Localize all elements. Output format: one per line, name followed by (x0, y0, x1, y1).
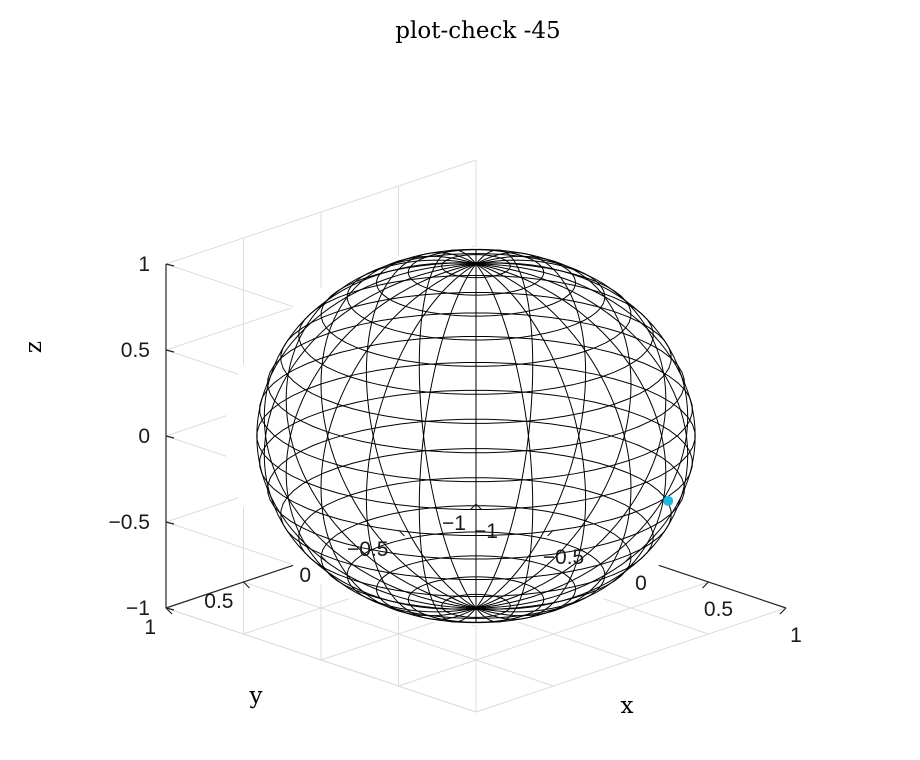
sphere-meridian (320, 263, 477, 617)
sphere-meridian (475, 259, 667, 609)
x-tick-mark (547, 529, 554, 537)
sphere-meridian (475, 263, 696, 609)
x-tick-label: 1 (790, 624, 802, 647)
sphere-meridian (475, 255, 632, 609)
y-tick-label: −1 (442, 512, 466, 535)
y-tick-label: −0.5 (347, 538, 388, 561)
data-point-marker (663, 495, 674, 506)
z-axis-label: z (21, 341, 47, 353)
x-tick-mark (779, 607, 787, 615)
sphere-meridian (418, 249, 477, 609)
sphere-meridian (263, 263, 477, 610)
sphere-meridian (285, 263, 477, 613)
y-tick-label: 0.5 (204, 590, 233, 613)
x-tick-mark (469, 503, 477, 511)
grid-line-floor-y (243, 581, 554, 687)
tick-layer: −1−0.500.51−1−0.500.51−1−0.500.51 (109, 253, 802, 647)
grid-line-back-wall-z (165, 607, 477, 713)
sphere-meridian (256, 263, 477, 609)
sphere-mesh (225, 247, 727, 625)
y-tick-mark (165, 607, 173, 615)
y-axis-label: y (249, 683, 263, 709)
x-tick-label: 0 (635, 572, 647, 595)
y-tick-label: 1 (144, 616, 156, 639)
x-tick-mark (702, 581, 709, 589)
x-tick-mark (624, 555, 632, 563)
sphere-meridian (475, 262, 689, 609)
z-tick-label: 0 (138, 425, 150, 448)
sphere-meridian (418, 263, 477, 623)
z-tick-label: −1 (126, 597, 150, 620)
sphere-meridian (475, 252, 587, 609)
y-tick-mark (320, 555, 328, 563)
x-tick-label: −1 (474, 520, 498, 543)
chart-title: plot-check -45 (395, 18, 560, 44)
z-tick-mark (165, 263, 175, 267)
sphere-meridian (475, 249, 534, 609)
y-tick-mark (243, 581, 250, 589)
y-tick-label: 0 (299, 564, 311, 587)
y-tick-mark (398, 529, 405, 537)
sphere-meridian (475, 263, 632, 617)
sphere-meridian (263, 262, 477, 609)
x-tick-label: −0.5 (543, 546, 584, 569)
grid-line-left-wall-z (165, 159, 477, 265)
z-tick-label: 0.5 (121, 339, 150, 362)
z-tick-mark (165, 607, 175, 611)
sphere-meridian (475, 263, 534, 623)
x-axis-label: x (621, 693, 634, 719)
y-tick-mark (475, 503, 483, 511)
sphere-meridian (320, 255, 477, 609)
z-tick-mark (165, 521, 175, 525)
marker-layer (663, 495, 674, 506)
sphere-meridian (365, 252, 477, 609)
z-tick-label: 1 (138, 253, 150, 276)
sphere-meridian (475, 263, 689, 610)
z-tick-mark (165, 435, 175, 439)
sphere-meridian (475, 263, 667, 613)
x-tick-label: 0.5 (704, 598, 733, 621)
z-tick-label: −0.5 (109, 511, 150, 534)
z-tick-mark (165, 349, 175, 353)
